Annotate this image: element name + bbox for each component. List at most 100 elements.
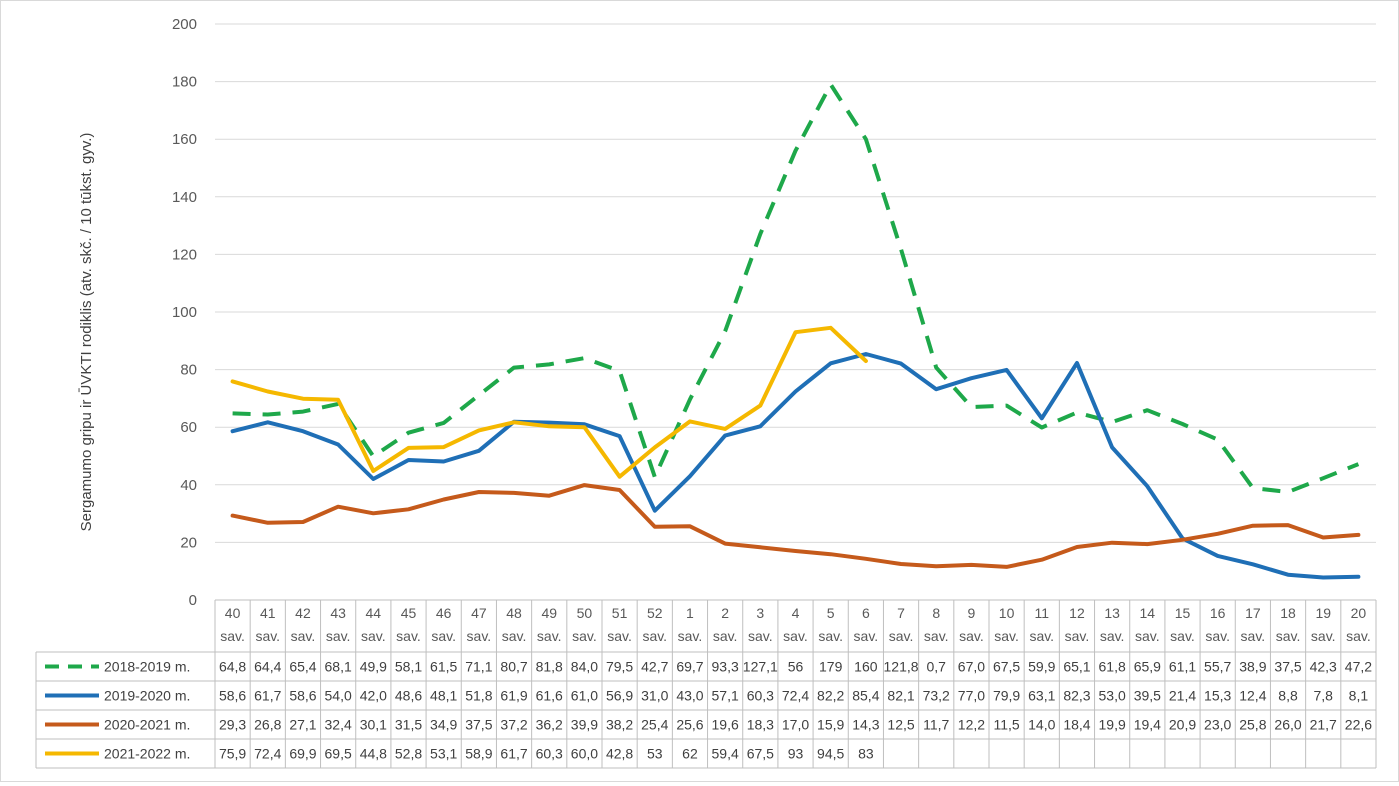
data-label: 48,1 [430, 688, 457, 704]
data-label: 127,1 [743, 659, 778, 675]
x-tick-label: 52 [647, 605, 663, 621]
x-tick-suffix: sav. [1029, 628, 1054, 644]
x-tick-label: 13 [1104, 605, 1120, 621]
data-label: 14,0 [1028, 717, 1055, 733]
x-tick-label: 5 [827, 605, 835, 621]
data-label: 160 [854, 659, 878, 675]
x-tick-suffix: sav. [396, 628, 421, 644]
x-tick-label: 14 [1140, 605, 1156, 621]
data-label: 64,4 [254, 659, 281, 675]
x-tick-suffix: sav. [1135, 628, 1160, 644]
x-tick-suffix: sav. [291, 628, 316, 644]
data-label: 58,9 [465, 746, 492, 762]
data-label: 38,9 [1239, 659, 1266, 675]
x-tick-suffix: sav. [1065, 628, 1090, 644]
x-tick-label: 1 [686, 605, 694, 621]
x-tick-label: 41 [260, 605, 276, 621]
x-tick-suffix: sav. [889, 628, 914, 644]
x-tick-label: 2 [721, 605, 729, 621]
data-label: 59,9 [1028, 659, 1055, 675]
data-label: 61,8 [1099, 659, 1126, 675]
data-label: 20,9 [1169, 717, 1196, 733]
x-tick-label: 49 [541, 605, 557, 621]
x-tick-label: 47 [471, 605, 487, 621]
data-label: 94,5 [817, 746, 844, 762]
y-axis-ticks: 0 20 40 60 80 100 120 140 160 180 200 [172, 16, 197, 609]
data-label: 53,0 [1099, 688, 1126, 704]
x-tick-label: 6 [862, 605, 870, 621]
data-label: 56,9 [606, 688, 633, 704]
data-label: 37,5 [465, 717, 492, 733]
x-tick-suffix: sav. [502, 628, 527, 644]
x-tick-suffix: sav. [467, 628, 492, 644]
x-tick-suffix: sav. [1241, 628, 1266, 644]
data-table: 40sav.41sav.42sav.43sav.44sav.45sav.46sa… [35, 599, 1377, 769]
data-label: 26,0 [1274, 717, 1301, 733]
legend-label: 2021-2022 m. [104, 746, 190, 762]
data-label: 12,2 [958, 717, 985, 733]
x-tick-label: 16 [1210, 605, 1226, 621]
data-label: 15,3 [1204, 688, 1231, 704]
legend-label: 2020-2021 m. [104, 717, 190, 733]
data-label: 11,7 [923, 717, 949, 733]
data-label: 25,6 [676, 717, 703, 733]
data-label: 84,0 [571, 659, 598, 675]
data-label: 61,6 [536, 688, 563, 704]
x-tick-label: 11 [1034, 605, 1049, 621]
x-tick-suffix: sav. [818, 628, 843, 644]
data-label: 39,5 [1134, 688, 1161, 704]
x-tick-label: 48 [506, 605, 522, 621]
x-tick-label: 9 [968, 605, 976, 621]
data-label: 19,4 [1134, 717, 1161, 733]
data-label: 48,6 [395, 688, 422, 704]
data-label: 12,5 [887, 717, 914, 733]
data-label: 67,5 [993, 659, 1020, 675]
data-label: 58,6 [289, 688, 316, 704]
data-label: 69,9 [289, 746, 316, 762]
data-label: 69,7 [676, 659, 703, 675]
data-label: 39,9 [571, 717, 598, 733]
data-label: 21,7 [1310, 717, 1337, 733]
x-tick-suffix: sav. [220, 628, 245, 644]
data-label: 42,3 [1310, 659, 1337, 675]
data-label: 65,1 [1063, 659, 1090, 675]
data-label: 36,2 [536, 717, 563, 733]
x-tick-suffix: sav. [994, 628, 1019, 644]
data-label: 27,1 [289, 717, 316, 733]
y-tick-label: 20 [180, 534, 197, 551]
data-label: 32,4 [325, 717, 352, 733]
data-label: 15,9 [817, 717, 844, 733]
gridlines [215, 23, 1376, 543]
y-tick-label: 100 [172, 304, 197, 321]
x-tick-label: 46 [436, 605, 452, 621]
data-label: 58,6 [219, 688, 246, 704]
data-label: 44,8 [360, 746, 387, 762]
data-label: 61,5 [430, 659, 457, 675]
data-label: 79,5 [606, 659, 633, 675]
legend-label: 2019-2020 m. [104, 688, 190, 704]
x-tick-label: 10 [999, 605, 1015, 621]
data-label: 25,4 [641, 717, 668, 733]
data-label: 82,1 [887, 688, 914, 704]
data-label: 49,9 [360, 659, 387, 675]
y-tick-label: 0 [189, 592, 197, 609]
x-tick-label: 44 [366, 605, 382, 621]
data-label: 38,2 [606, 717, 633, 733]
x-tick-suffix: sav. [678, 628, 703, 644]
x-tick-label: 20 [1351, 605, 1367, 621]
x-tick-label: 51 [612, 605, 628, 621]
y-tick-label: 140 [172, 189, 197, 206]
x-tick-label: 50 [577, 605, 593, 621]
x-tick-label: 42 [295, 605, 311, 621]
x-tick-label: 15 [1175, 605, 1191, 621]
data-label: 67,5 [747, 746, 774, 762]
data-label: 54,0 [325, 688, 352, 704]
data-label: 59,4 [712, 746, 739, 762]
data-label: 77,0 [958, 688, 985, 704]
data-label: 55,7 [1204, 659, 1231, 675]
data-label: 51,8 [465, 688, 492, 704]
data-label: 63,1 [1028, 688, 1055, 704]
data-label: 179 [819, 659, 843, 675]
